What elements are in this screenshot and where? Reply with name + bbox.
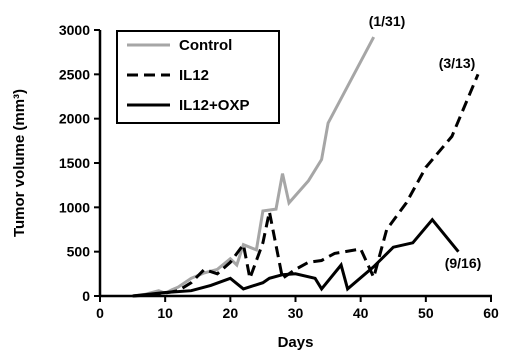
x-tick-label: 40: [353, 305, 369, 321]
x-axis-label: Days: [278, 334, 314, 351]
legend-label: Control: [179, 37, 232, 54]
y-tick-label: 2000: [59, 111, 90, 127]
x-tick-label: 30: [288, 305, 304, 321]
legend-label: IL12+OXP: [179, 97, 249, 114]
x-tick-label: 20: [223, 305, 239, 321]
series-line-il12: [132, 73, 480, 298]
x-tick-label: 60: [483, 305, 499, 321]
annotation-group: (1/31) (3/13) (9/16): [369, 13, 482, 271]
y-axis-ticks: 0 500 1000 1500 2000 2500 3000: [59, 22, 100, 304]
y-axis-label: Tumor volume (mm³): [11, 89, 28, 237]
x-tick-label: 10: [157, 305, 173, 321]
series-group: [132, 36, 480, 298]
axes: 0 10 20 30 40 50 60 0 500 1000 1500 2000 2500 3000 D…: [11, 22, 499, 351]
y-tick-label: 1500: [59, 155, 90, 171]
legend-label: IL12: [179, 67, 209, 84]
x-tick-label: 0: [96, 305, 104, 321]
legend: Control IL12 IL12+OXP: [116, 30, 280, 124]
series-line-il12-oxp: [132, 217, 460, 298]
y-tick-label: 2500: [59, 66, 90, 82]
y-tick-label: 3000: [59, 22, 90, 38]
annotation-il12-oxp: (9/16): [445, 255, 482, 271]
y-tick-label: 1000: [59, 199, 90, 215]
y-tick-label: 0: [82, 288, 90, 304]
x-axis-ticks: 0 10 20 30 40 50 60: [96, 296, 499, 321]
y-tick-label: 500: [67, 244, 91, 260]
annotation-il12: (3/13): [439, 55, 476, 71]
annotation-control: (1/31): [369, 13, 406, 29]
x-tick-label: 50: [418, 305, 434, 321]
